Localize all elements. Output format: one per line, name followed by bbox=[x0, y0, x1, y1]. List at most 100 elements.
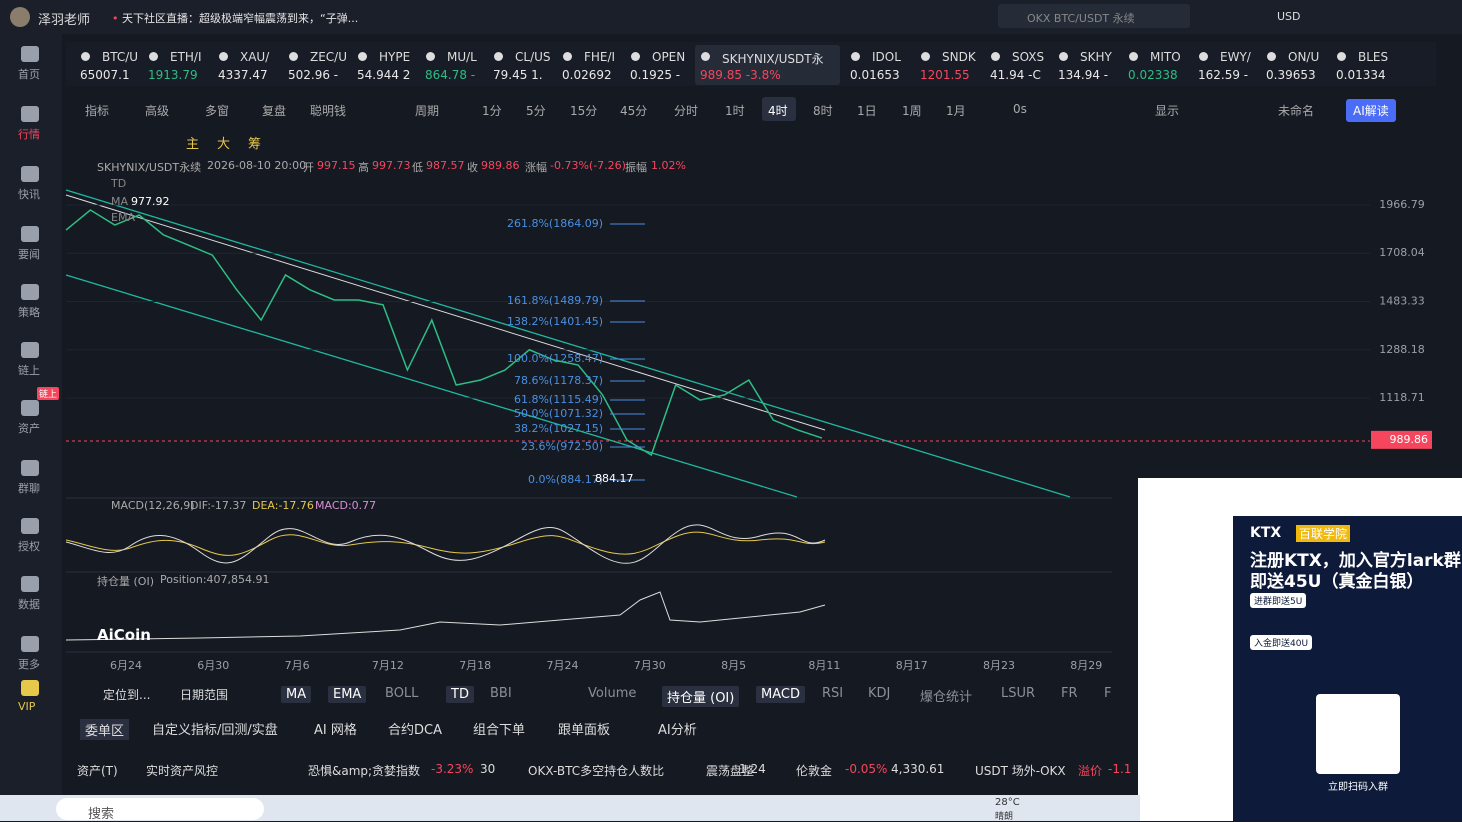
ticker-name[interactable]: FHE/I bbox=[584, 50, 616, 64]
fib-label: 261.8%(1864.09) bbox=[507, 217, 603, 230]
ticker-name[interactable]: BLES bbox=[1358, 50, 1389, 64]
fib-label: 0.0%(884.17) bbox=[528, 473, 603, 486]
period[interactable]: 1日 bbox=[857, 104, 877, 118]
currency[interactable]: USD bbox=[1277, 10, 1301, 23]
sidebar-item[interactable]: 群聊 bbox=[18, 482, 40, 495]
indicator-tab[interactable]: Volume bbox=[588, 686, 637, 701]
layout-name[interactable]: 未命名 bbox=[1278, 104, 1315, 118]
sidebar-icon bbox=[21, 166, 39, 182]
sidebar-item[interactable]: 快讯 bbox=[18, 188, 40, 201]
ticker-name[interactable]: SNDK bbox=[942, 50, 976, 64]
draw-tool[interactable]: 筹 bbox=[248, 137, 262, 152]
period[interactable]: 8时 bbox=[813, 104, 833, 118]
indicator-tab[interactable]: 爆仓统计 bbox=[920, 690, 973, 705]
tool[interactable]: 指标 bbox=[85, 104, 110, 118]
tool[interactable]: 高级 bbox=[145, 104, 170, 118]
sidebar-item[interactable]: 更多 bbox=[18, 658, 40, 671]
ticker-name[interactable]: CL/US bbox=[515, 50, 551, 64]
search-box[interactable] bbox=[998, 4, 1190, 28]
ticker-name[interactable]: SKHYNIX/USDT永 bbox=[722, 52, 824, 66]
fib-label: 38.2%(1027.15) bbox=[514, 422, 603, 435]
tool[interactable]: 复盘 bbox=[262, 104, 287, 118]
sidebar-icon bbox=[21, 106, 39, 122]
broadcast[interactable]: • 天下社区直播：超级极端窄幅震荡到来，“子弹... bbox=[112, 12, 359, 25]
tool[interactable]: 多窗 bbox=[205, 104, 230, 118]
locate[interactable]: 定位到... bbox=[103, 688, 151, 702]
ticker-name[interactable]: ON/U bbox=[1288, 50, 1320, 64]
channel-mid bbox=[65, 194, 826, 431]
date-range[interactable]: 日期范围 bbox=[180, 688, 229, 702]
panel-tab[interactable]: 委单区 bbox=[80, 719, 130, 740]
indicator-tab[interactable]: LSUR bbox=[1001, 686, 1036, 701]
period[interactable]: 4时 bbox=[768, 104, 788, 118]
sidebar-item[interactable]: 资产 bbox=[18, 422, 40, 435]
ticker-icon bbox=[1267, 52, 1276, 61]
ticker-icon bbox=[1129, 52, 1138, 61]
ticker-name[interactable]: XAU/ bbox=[240, 50, 270, 64]
indicator-tab[interactable]: KDJ bbox=[868, 686, 891, 701]
sidebar-item[interactable]: 授权 bbox=[18, 540, 40, 553]
period[interactable]: 5分 bbox=[526, 104, 546, 118]
display[interactable]: 显示 bbox=[1155, 104, 1180, 118]
tool[interactable]: 聪明钱 bbox=[310, 104, 347, 118]
panel-tab[interactable]: 跟单面板 bbox=[558, 723, 611, 738]
x-tick-label: 6月24 bbox=[110, 659, 142, 672]
period[interactable]: 1分 bbox=[482, 104, 502, 118]
indicator-tab[interactable]: TD bbox=[446, 686, 474, 703]
ticker-name[interactable]: SKHY bbox=[1080, 50, 1112, 64]
draw-tool[interactable]: 大 bbox=[217, 137, 231, 152]
taskbar-search-text[interactable]: 搜索 bbox=[88, 807, 115, 822]
ticker-name[interactable]: IDOL bbox=[872, 50, 901, 64]
indicator-tab[interactable]: MACD bbox=[756, 686, 805, 703]
indicator-tab[interactable]: MA bbox=[281, 686, 312, 703]
period[interactable]: 45分 bbox=[620, 104, 648, 118]
indicator-tab[interactable]: EMA bbox=[328, 686, 367, 703]
sidebar-icon bbox=[21, 342, 39, 358]
panel-tab[interactable]: AI分析 bbox=[658, 723, 697, 738]
indicator-tab[interactable]: BBI bbox=[490, 686, 512, 701]
sidebar-item[interactable]: 要闻 bbox=[18, 248, 40, 261]
indicator-tab[interactable]: FR bbox=[1061, 686, 1078, 701]
ticker-name[interactable]: ZEC/U bbox=[310, 50, 348, 64]
panel-tab[interactable]: 自定义指标/回测/实盘 bbox=[152, 723, 278, 738]
period[interactable]: 1周 bbox=[902, 104, 922, 118]
period[interactable]: 1月 bbox=[946, 104, 966, 118]
draw-tool[interactable]: 主 bbox=[186, 137, 200, 152]
indicator-tab[interactable]: 持仓量 (OI) bbox=[662, 686, 740, 707]
sidebar-item[interactable]: 首页 bbox=[18, 68, 40, 81]
ticker-icon bbox=[426, 52, 435, 61]
ticker-name[interactable]: HYPE bbox=[379, 50, 411, 64]
sidebar-item[interactable]: 策略 bbox=[18, 306, 40, 319]
period[interactable]: 分时 bbox=[674, 104, 699, 118]
sidebar-item[interactable]: 数据 bbox=[18, 598, 40, 611]
panel-tab[interactable]: 组合下单 bbox=[473, 723, 526, 738]
panel-tab[interactable]: AI 网格 bbox=[314, 723, 357, 738]
indicator-tab[interactable]: F bbox=[1104, 686, 1112, 701]
ticker-name[interactable]: EWY/ bbox=[1220, 50, 1251, 64]
indicator-tab[interactable]: RSI bbox=[822, 686, 844, 701]
overlay-ma: MA bbox=[111, 195, 129, 208]
period[interactable]: 15分 bbox=[570, 104, 598, 118]
sidebar-item[interactable]: 行情 bbox=[18, 128, 40, 141]
ticker-name[interactable]: BTC/U bbox=[102, 50, 139, 64]
macd-dea: DEA:-17.76 bbox=[252, 499, 314, 512]
ticker-icon bbox=[1199, 52, 1208, 61]
popup-scan[interactable]: 立即扫码入群 bbox=[1328, 782, 1388, 793]
indicator-tab[interactable]: BOLL bbox=[385, 686, 419, 701]
ticker-price: 0.1925 - bbox=[630, 68, 681, 82]
sidebar-item[interactable]: 链上 bbox=[18, 364, 40, 377]
ticker-name[interactable]: MITO bbox=[1150, 50, 1181, 64]
ticker-name[interactable]: SOXS bbox=[1012, 50, 1045, 64]
broadcast-text: 天下社区直播：超级极端窄幅震荡到来，“子弹... bbox=[122, 12, 359, 25]
chart-info: 收 bbox=[467, 161, 478, 174]
panel-tab[interactable]: 合约DCA bbox=[388, 723, 442, 738]
ticker-name[interactable]: ETH/I bbox=[170, 50, 202, 64]
period[interactable]: 1时 bbox=[725, 104, 745, 118]
ticker-name[interactable]: MU/L bbox=[447, 50, 477, 64]
taskbar-search[interactable] bbox=[56, 798, 264, 820]
ticker-name[interactable]: OPEN bbox=[652, 50, 686, 64]
ticker-icon bbox=[851, 52, 860, 61]
sidebar-item[interactable]: VIP bbox=[18, 700, 36, 713]
ai-button[interactable]: AI解读 bbox=[1346, 99, 1396, 122]
